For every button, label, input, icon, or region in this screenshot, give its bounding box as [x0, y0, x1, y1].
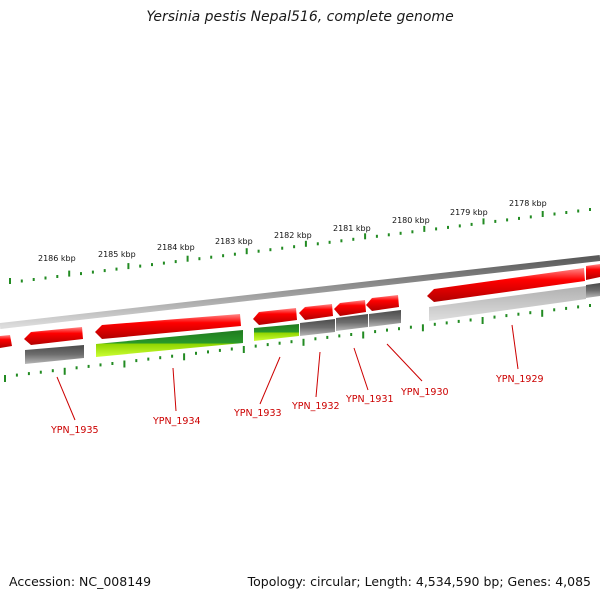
- scale-label: 2185 kbp: [98, 250, 136, 259]
- gene-label[interactable]: YPN_1929: [495, 374, 544, 385]
- outer-scale-ticks: [9, 208, 591, 284]
- gene-label[interactable]: YPN_1930: [400, 387, 449, 398]
- genome-summary: Topology: circular; Length: 4,534,590 bp…: [247, 574, 591, 589]
- gene-label[interactable]: YPN_1933: [233, 408, 282, 419]
- feature-track: [25, 283, 600, 364]
- callout-lines: [56, 324, 519, 421]
- cds-arrow[interactable]: [253, 308, 297, 325]
- cds-arrow[interactable]: [334, 300, 366, 316]
- inner-scale-ticks: [4, 304, 591, 382]
- feature-bar[interactable]: [429, 286, 586, 321]
- gene-labels: YPN_1935 YPN_1934 YPN_1933 YPN_1932 YPN_…: [50, 374, 544, 436]
- scale-labels: 2186 kbp 2185 kbp 2184 kbp 2183 kbp 2182…: [38, 199, 547, 263]
- feature-bar[interactable]: [254, 324, 299, 341]
- scale-label: 2183 kbp: [215, 237, 253, 246]
- feature-bar[interactable]: [369, 310, 401, 327]
- feature-bar[interactable]: [25, 345, 84, 364]
- cds-arrow[interactable]: [24, 327, 83, 345]
- genome-backbone: [0, 255, 600, 329]
- scale-label: 2178 kbp: [509, 199, 547, 208]
- scale-label: 2182 kbp: [274, 231, 312, 240]
- scale-label: 2181 kbp: [333, 224, 371, 233]
- cds-arrow[interactable]: [427, 268, 585, 302]
- genome-title: Yersinia pestis Nepal516, complete genom…: [146, 9, 454, 25]
- scale-label: 2186 kbp: [38, 254, 76, 263]
- scale-label: 2180 kbp: [392, 216, 430, 225]
- cds-arrow[interactable]: [299, 304, 333, 320]
- accession-label: Accession: NC_008149: [9, 574, 152, 589]
- gene-label[interactable]: YPN_1932: [291, 401, 340, 412]
- feature-bar[interactable]: [586, 283, 600, 298]
- gene-label[interactable]: YPN_1935: [50, 425, 99, 436]
- feature-bar[interactable]: [300, 319, 335, 336]
- cds-arrow[interactable]: [366, 295, 399, 311]
- scale-label: 2184 kbp: [157, 243, 195, 252]
- gene-label[interactable]: YPN_1931: [345, 394, 394, 405]
- cds-arrow[interactable]: [586, 264, 600, 280]
- scale-label: 2179 kbp: [450, 208, 488, 217]
- cds-arrow[interactable]: [0, 335, 12, 348]
- cds-track: [0, 264, 600, 348]
- feature-bar[interactable]: [96, 330, 243, 357]
- feature-bar[interactable]: [336, 314, 368, 331]
- cds-arrow[interactable]: [95, 314, 241, 339]
- gene-label[interactable]: YPN_1934: [152, 416, 201, 427]
